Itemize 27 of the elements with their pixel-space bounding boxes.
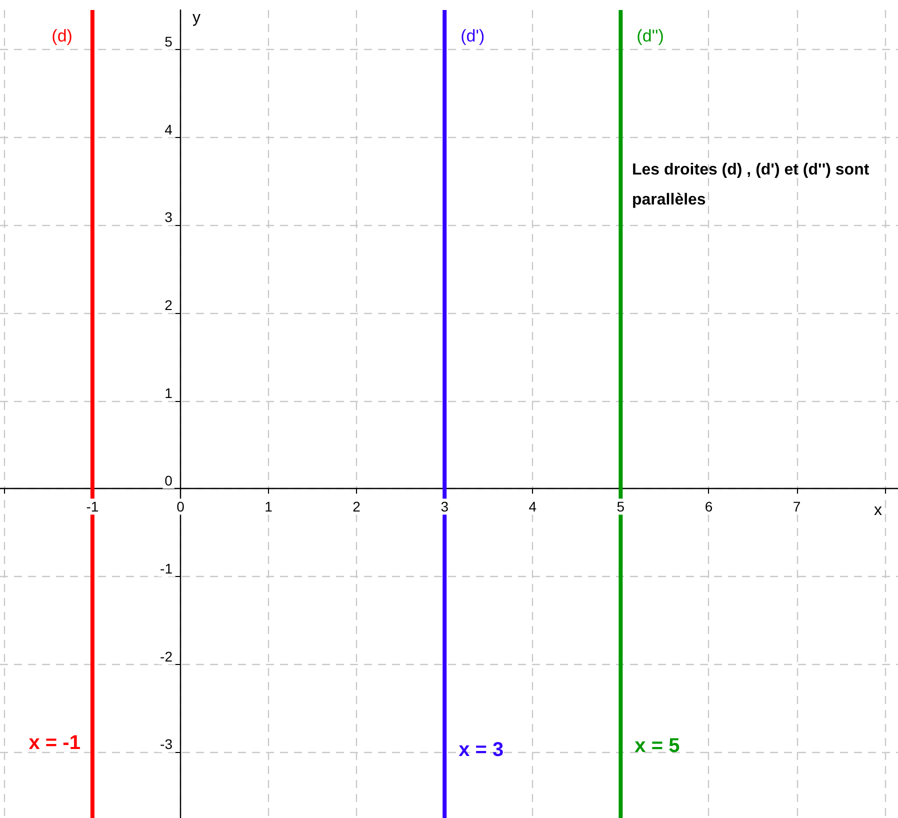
x-tick-label: 5 <box>616 498 625 515</box>
annotation: x = -1 <box>28 732 80 754</box>
x-tick-label: -1 <box>86 498 99 515</box>
annotation: x = 3 <box>458 739 504 761</box>
x-tick-label: 4 <box>528 498 537 515</box>
series-label: (d) <box>52 26 72 46</box>
series-label: (d') <box>460 26 485 46</box>
x-tick-label: 3 <box>440 498 449 515</box>
annotation: x = 5 <box>634 735 680 757</box>
y-tick-label: 4 <box>164 121 173 138</box>
y-tick-label: 2 <box>164 297 173 313</box>
series-label: (d'') <box>636 26 664 46</box>
y-tick-label: 5 <box>164 34 173 50</box>
y-tick-label: 3 <box>164 209 173 226</box>
y-axis-title: y <box>192 10 200 26</box>
y-tick-label: 1 <box>164 384 173 401</box>
y-tick-label: -2 <box>160 648 173 664</box>
x-tick-label: 0 <box>176 498 185 515</box>
x-tick-label: 6 <box>704 498 713 515</box>
x-tick-label: 2 <box>352 498 361 515</box>
x-axis-title: x <box>874 502 882 520</box>
annotation: Les droites (d) , (d') et (d'') sont parallèles <box>632 162 874 208</box>
x-tick-label: 1 <box>264 498 273 515</box>
y-tick-label: -3 <box>160 736 173 752</box>
y-tick-label: -1 <box>160 560 173 576</box>
x-tick-label: 7 <box>792 498 801 515</box>
y-tick-label: 0 <box>164 472 173 489</box>
